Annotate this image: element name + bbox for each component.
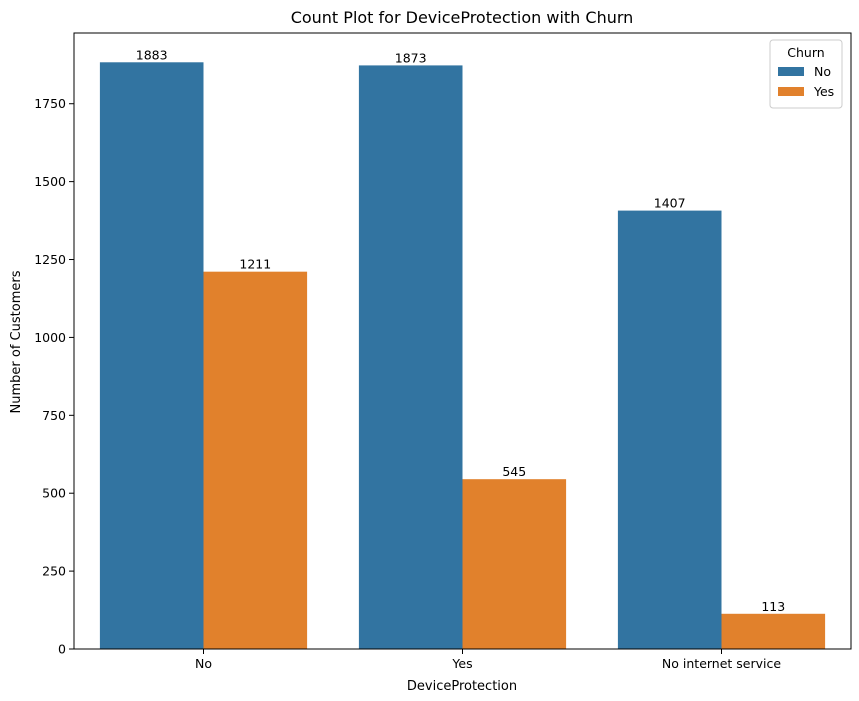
x-tick-label: No <box>195 656 212 671</box>
y-tick-label: 1000 <box>34 330 66 345</box>
plot-area: 1883 1211 No 1873 545 Yes 1407 113 No internet s… <box>34 32 852 671</box>
legend: Churn No Yes <box>769 39 843 109</box>
legend-entry-label: No <box>814 64 831 79</box>
x-axis-label: DeviceProtection <box>407 679 517 694</box>
data-label: 1211 <box>239 257 271 272</box>
legend-swatch <box>778 87 804 96</box>
bar <box>462 479 567 649</box>
y-tick-label: 1250 <box>34 252 66 267</box>
y-tick-label: 750 <box>42 408 66 423</box>
y-tick-label: 1750 <box>34 96 66 111</box>
y-tick-label: 250 <box>42 564 66 579</box>
bar <box>617 210 722 650</box>
data-label: 1407 <box>654 196 686 211</box>
legend-swatch <box>778 67 804 76</box>
data-label: 1883 <box>136 47 168 62</box>
y-tick-label: 0 <box>58 642 66 657</box>
bar <box>721 613 826 649</box>
chart-title: Count Plot for DeviceProtection with Chu… <box>291 8 634 27</box>
legend-entry-label: Yes <box>813 84 834 99</box>
y-tick-label: 1500 <box>34 174 66 189</box>
bar <box>203 271 308 649</box>
legend-title: Churn <box>787 45 824 60</box>
x-tick-label: No internet service <box>662 656 781 671</box>
x-tick-label: Yes <box>451 656 472 671</box>
bar <box>99 62 204 650</box>
y-tick-label: 500 <box>42 486 66 501</box>
data-label: 545 <box>502 464 526 479</box>
data-label: 1873 <box>395 50 427 65</box>
bar <box>358 65 463 649</box>
data-label: 113 <box>761 599 785 614</box>
y-axis-label: Number of Customers <box>9 270 24 413</box>
plot-frame <box>73 32 852 650</box>
